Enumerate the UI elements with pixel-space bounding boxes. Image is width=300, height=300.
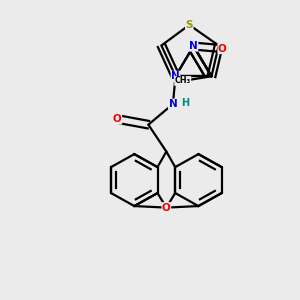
Text: N: N xyxy=(171,71,180,81)
Text: CH₃: CH₃ xyxy=(175,76,191,85)
Text: N: N xyxy=(189,41,198,51)
Text: O: O xyxy=(218,44,227,54)
Text: N: N xyxy=(169,99,177,109)
Text: O: O xyxy=(162,202,171,213)
Text: O: O xyxy=(113,114,122,124)
Text: S: S xyxy=(185,20,193,30)
Text: H: H xyxy=(181,98,189,108)
